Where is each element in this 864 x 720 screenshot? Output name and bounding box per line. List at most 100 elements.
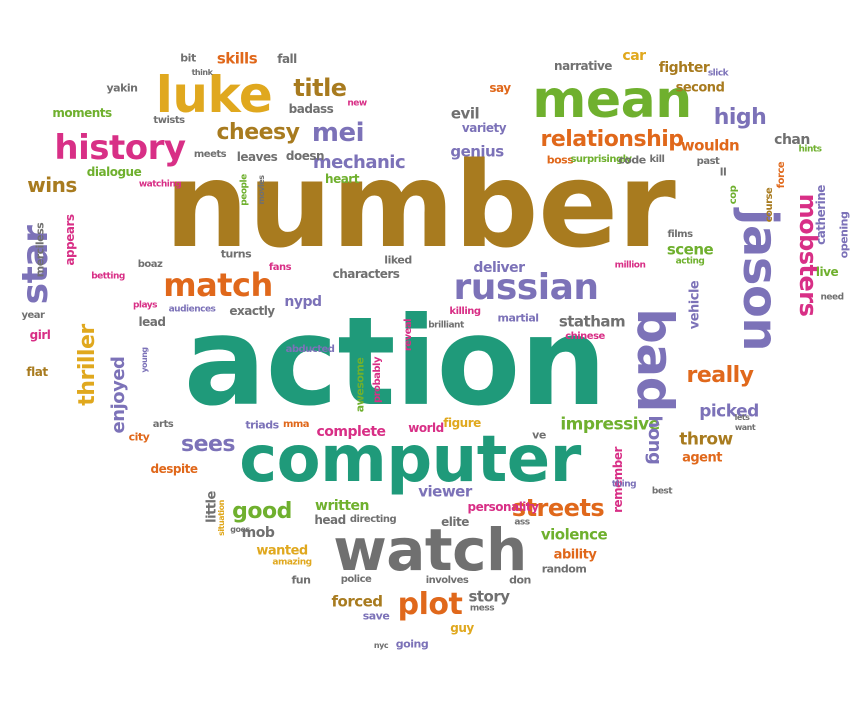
cloud-word: cheesy bbox=[216, 120, 300, 145]
cloud-word: meets bbox=[193, 149, 227, 160]
cloud-word: acting bbox=[675, 256, 705, 267]
cloud-word: going bbox=[395, 637, 429, 651]
cloud-word: bit bbox=[180, 51, 196, 65]
cloud-word: vehicle bbox=[687, 280, 703, 330]
cloud-word: forced bbox=[331, 592, 383, 611]
cloud-word: wouldn bbox=[680, 136, 740, 155]
cloud-word: thing bbox=[611, 479, 637, 490]
cloud-word: russian bbox=[453, 267, 600, 308]
cloud-word: opening bbox=[837, 211, 851, 259]
cloud-word: ability bbox=[553, 547, 597, 563]
cloud-word: car bbox=[622, 48, 646, 64]
cloud-word: yakin bbox=[106, 81, 138, 95]
cloud-word: chan bbox=[774, 132, 810, 148]
cloud-word: sees bbox=[180, 432, 236, 457]
cloud-word: written bbox=[315, 498, 369, 514]
cloud-word: number bbox=[164, 136, 676, 274]
cloud-word: police bbox=[340, 574, 372, 585]
cloud-word: computer bbox=[239, 423, 581, 497]
cloud-word: violence bbox=[540, 525, 608, 544]
cloud-word: appears bbox=[63, 214, 77, 266]
cloud-word: movies bbox=[257, 175, 266, 205]
cloud-word: reveal bbox=[403, 318, 414, 352]
cloud-word: leaves bbox=[236, 150, 278, 164]
cloud-word: catherine bbox=[814, 185, 828, 245]
cloud-word: people bbox=[239, 174, 250, 206]
cloud-word: characters bbox=[332, 267, 400, 281]
cloud-word: doesn bbox=[285, 149, 325, 163]
cloud-word: title bbox=[293, 74, 347, 102]
cloud-word: surprisingly bbox=[570, 154, 632, 165]
cloud-word: arts bbox=[152, 419, 174, 430]
cloud-word: statham bbox=[558, 312, 626, 331]
cloud-word: turns bbox=[220, 247, 252, 261]
cloud-word: mean bbox=[532, 70, 692, 130]
cloud-word: hong bbox=[644, 415, 665, 465]
cloud-word: say bbox=[489, 81, 511, 95]
cloud-word: need bbox=[820, 292, 844, 303]
cloud-word: mess bbox=[469, 603, 495, 614]
cloud-word: high bbox=[713, 105, 767, 130]
cloud-word: new bbox=[347, 98, 367, 109]
cloud-word: relationship bbox=[540, 127, 684, 152]
cloud-word: mei bbox=[311, 118, 365, 148]
cloud-word: films bbox=[667, 229, 693, 240]
cloud-word: amazing bbox=[272, 557, 312, 568]
cloud-word: second bbox=[675, 80, 725, 96]
cloud-word: genius bbox=[450, 142, 504, 161]
cloud-word: betting bbox=[91, 271, 125, 282]
cloud-word: ve bbox=[532, 428, 546, 442]
cloud-word: luke bbox=[155, 66, 273, 124]
cloud-word: bad bbox=[626, 308, 684, 412]
cloud-word: year bbox=[21, 310, 45, 321]
cloud-word: despite bbox=[150, 462, 198, 476]
cloud-word: dialogue bbox=[86, 165, 142, 179]
cloud-word: complete bbox=[316, 424, 386, 440]
cloud-word: probably bbox=[372, 357, 383, 403]
cloud-word: streets bbox=[511, 494, 605, 522]
cloud-word: elite bbox=[441, 515, 469, 529]
cloud-word: plot bbox=[397, 587, 463, 622]
cloud-word: jason bbox=[732, 208, 788, 352]
cloud-word: brilliant bbox=[428, 320, 464, 331]
cloud-word: head bbox=[314, 513, 346, 527]
cloud-word: cop bbox=[728, 185, 739, 205]
cloud-word: mob bbox=[241, 525, 275, 541]
cloud-word: city bbox=[128, 430, 150, 444]
cloud-word: boaz bbox=[137, 259, 163, 270]
cloud-word: million bbox=[614, 260, 646, 271]
cloud-word: lead bbox=[138, 315, 166, 329]
cloud-word: narrative bbox=[554, 59, 612, 73]
cloud-word: flat bbox=[26, 365, 48, 379]
cloud-word: don bbox=[509, 573, 531, 587]
cloud-word: mechanic bbox=[312, 152, 406, 173]
cloud-word: girl bbox=[29, 328, 51, 342]
cloud-word: ll bbox=[719, 165, 727, 179]
cloud-word: guy bbox=[450, 621, 474, 635]
cloud-word: directing bbox=[349, 514, 397, 525]
cloud-word: action bbox=[183, 291, 607, 433]
cloud-word: abducted bbox=[285, 344, 335, 355]
cloud-word: course bbox=[764, 187, 775, 223]
cloud-word: liked bbox=[384, 253, 412, 267]
cloud-word: live bbox=[815, 265, 839, 279]
cloud-word: martial bbox=[497, 311, 539, 325]
cloud-word: boss bbox=[546, 153, 574, 167]
cloud-word: good bbox=[232, 499, 292, 524]
cloud-word: fans bbox=[268, 262, 292, 273]
cloud-word: figure bbox=[443, 416, 481, 430]
cloud-word: audiences bbox=[168, 304, 216, 315]
cloud-word: past bbox=[696, 156, 720, 167]
cloud-word: story bbox=[468, 587, 510, 606]
cloud-word: personality bbox=[467, 500, 539, 514]
cloud-word: kill bbox=[649, 154, 665, 165]
cloud-word: mma bbox=[282, 419, 310, 430]
cloud-word: code bbox=[618, 153, 646, 167]
cloud-word: situation bbox=[217, 500, 226, 536]
cloud-word: think bbox=[191, 68, 213, 77]
cloud-word: fighter bbox=[658, 60, 710, 76]
cloud-word: watching bbox=[138, 179, 182, 190]
cloud-word: chinese bbox=[565, 331, 605, 342]
cloud-word: random bbox=[541, 562, 587, 576]
